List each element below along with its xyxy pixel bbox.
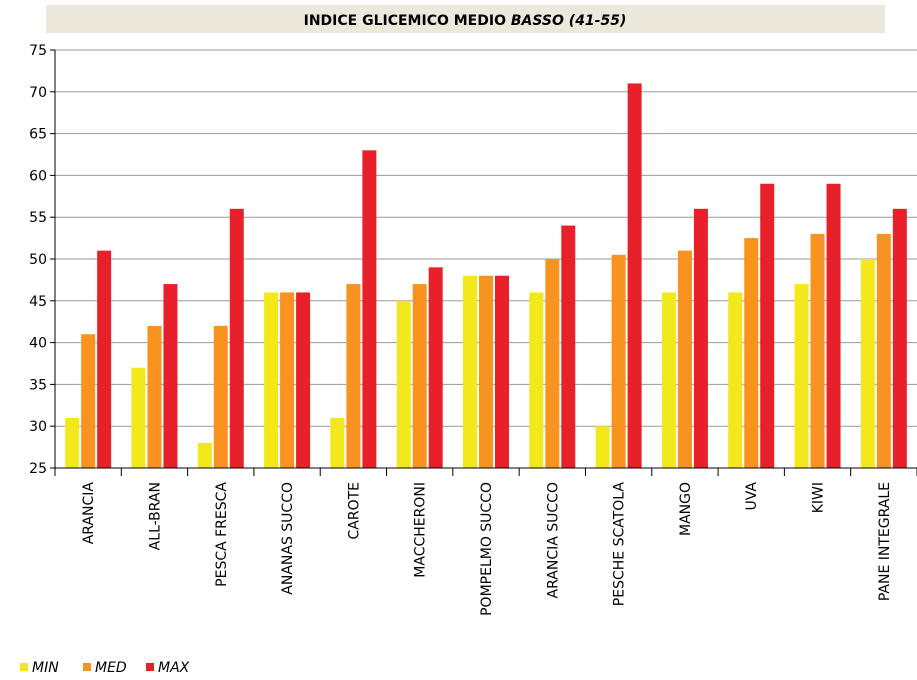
bar (479, 275, 493, 468)
bar (197, 442, 212, 468)
y-tick-label: 40 (29, 336, 47, 352)
bar (744, 238, 759, 468)
bar (396, 300, 411, 468)
y-tick-label: 60 (29, 168, 47, 184)
bar (810, 233, 825, 468)
y-tick-label: 50 (29, 252, 47, 268)
x-tick-label: ARANCIA SUCCO (545, 482, 561, 598)
bar (545, 259, 560, 468)
bar (728, 292, 743, 468)
bar (147, 325, 162, 468)
y-tick-label: 65 (29, 127, 47, 143)
bar (213, 325, 228, 468)
legend-label: MAX (158, 660, 190, 676)
bar (627, 83, 642, 468)
x-tick-label: MACCHERONI (413, 482, 429, 578)
bar (97, 250, 112, 468)
bar (892, 208, 907, 468)
x-tick-label: PANE INTEGRALE (877, 482, 893, 601)
title-emphasis: BASSO (41-55) (511, 13, 627, 29)
bar (677, 250, 692, 468)
legend-swatch (146, 663, 154, 671)
bar (611, 254, 626, 468)
x-tick-label: ARANCIA (81, 482, 97, 545)
title-box (46, 5, 885, 33)
bar (529, 292, 544, 468)
x-tick-label: POMPELMO SUCCO (479, 482, 495, 616)
bar (229, 208, 244, 468)
x-tick-label: PESCHE SCATOLA (612, 482, 628, 607)
legend-swatch (83, 663, 91, 671)
x-tick-label: KIWI (811, 482, 827, 513)
y-tick-label: 55 (29, 210, 47, 226)
legend-label: MED (95, 660, 127, 676)
y-tick-label: 25 (29, 461, 47, 477)
bar (81, 334, 96, 468)
bar (826, 183, 841, 468)
x-tick-label: PESCA FRESCA (214, 482, 230, 587)
bar (661, 292, 676, 468)
bar (860, 259, 875, 468)
bar (463, 275, 477, 468)
x-tick-label: UVA (744, 482, 760, 511)
bar (760, 183, 775, 468)
bar (296, 292, 311, 468)
x-tick-label: MANGO (678, 482, 694, 536)
x-tick-label: ANANAS SUCCO (280, 482, 296, 595)
bar (65, 417, 80, 468)
bar (428, 267, 443, 468)
bar (495, 275, 509, 468)
bar (280, 292, 295, 468)
x-tick-label: ALL-BRAN (147, 482, 163, 550)
bar (561, 225, 576, 468)
bar (264, 292, 279, 468)
y-tick-label: 75 (29, 43, 47, 59)
y-tick-label: 30 (29, 419, 47, 435)
bar (163, 284, 178, 468)
bar (330, 417, 345, 468)
bar (693, 208, 708, 468)
y-tick-label: 35 (29, 377, 47, 393)
bar (362, 150, 377, 468)
x-tick-label: CAROTE (346, 482, 362, 540)
bar (876, 233, 891, 468)
title-main: INDICE GLICEMICO MEDIO (304, 13, 511, 29)
legend-swatch (20, 663, 28, 671)
bar (346, 284, 361, 468)
bar (794, 284, 809, 468)
bar (595, 426, 610, 468)
legend-label: MIN (32, 660, 59, 676)
bar (412, 284, 427, 468)
y-tick-label: 70 (29, 85, 47, 101)
bar (131, 367, 146, 468)
y-tick-label: 45 (29, 294, 47, 310)
chart-title: INDICE GLICEMICO MEDIO BASSO (41-55) (304, 13, 627, 29)
